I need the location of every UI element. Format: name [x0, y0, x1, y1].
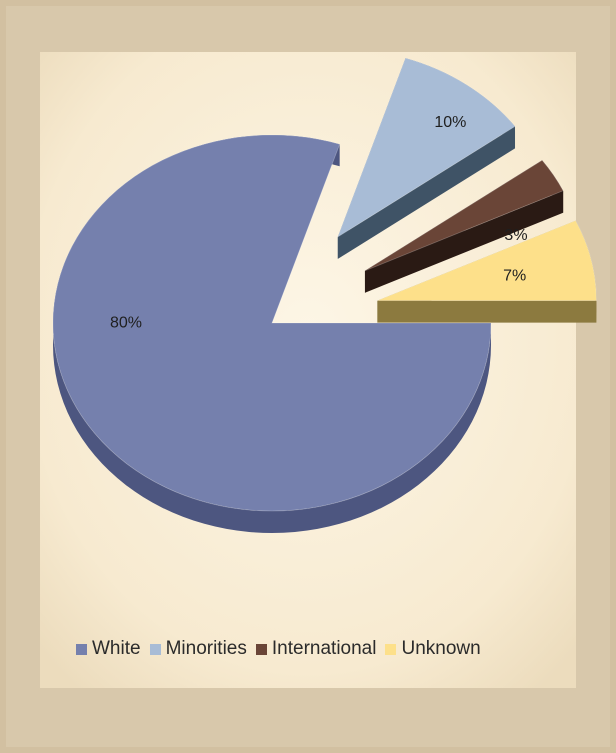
slice-edge-minorities-1 [337, 126, 516, 259]
legend-item-white: White [76, 638, 141, 660]
slice-top-international [364, 159, 564, 272]
legend-label-unknown: Unknown [401, 638, 481, 659]
legend-label-minorities: Minorities [165, 638, 247, 659]
slice-international [364, 159, 564, 293]
legend-swatch-international [255, 643, 267, 655]
chart-legend: White Minorities International Unknown [76, 637, 596, 661]
data-label-unknown: 7% [503, 268, 526, 285]
legend-item-international: International [255, 638, 377, 660]
legend-label-international: International [271, 638, 377, 659]
slice-unknown [377, 220, 597, 323]
data-label-international: 3% [504, 227, 527, 244]
slice-edge-international-1 [364, 190, 564, 293]
data-labels: 80% 10% 3% 7% [110, 114, 528, 332]
data-label-white: 80% [110, 315, 142, 332]
slice-top-unknown [377, 220, 597, 302]
legend-swatch-minorities [149, 643, 161, 655]
legend-swatch-unknown [385, 643, 397, 655]
slice-edge-unknown-1 [377, 300, 597, 323]
legend-item-unknown: Unknown [385, 638, 481, 660]
slice-top-minorities [337, 57, 516, 238]
legend-item-minorities: Minorities [149, 638, 247, 660]
legend-label-white: White [92, 638, 141, 659]
slice-top-white [52, 134, 492, 512]
slice-minorities [337, 57, 516, 259]
data-label-minorities: 10% [434, 114, 466, 131]
pie-slices [52, 57, 597, 533]
slice-white [52, 134, 492, 533]
legend-swatch-white [76, 643, 87, 655]
